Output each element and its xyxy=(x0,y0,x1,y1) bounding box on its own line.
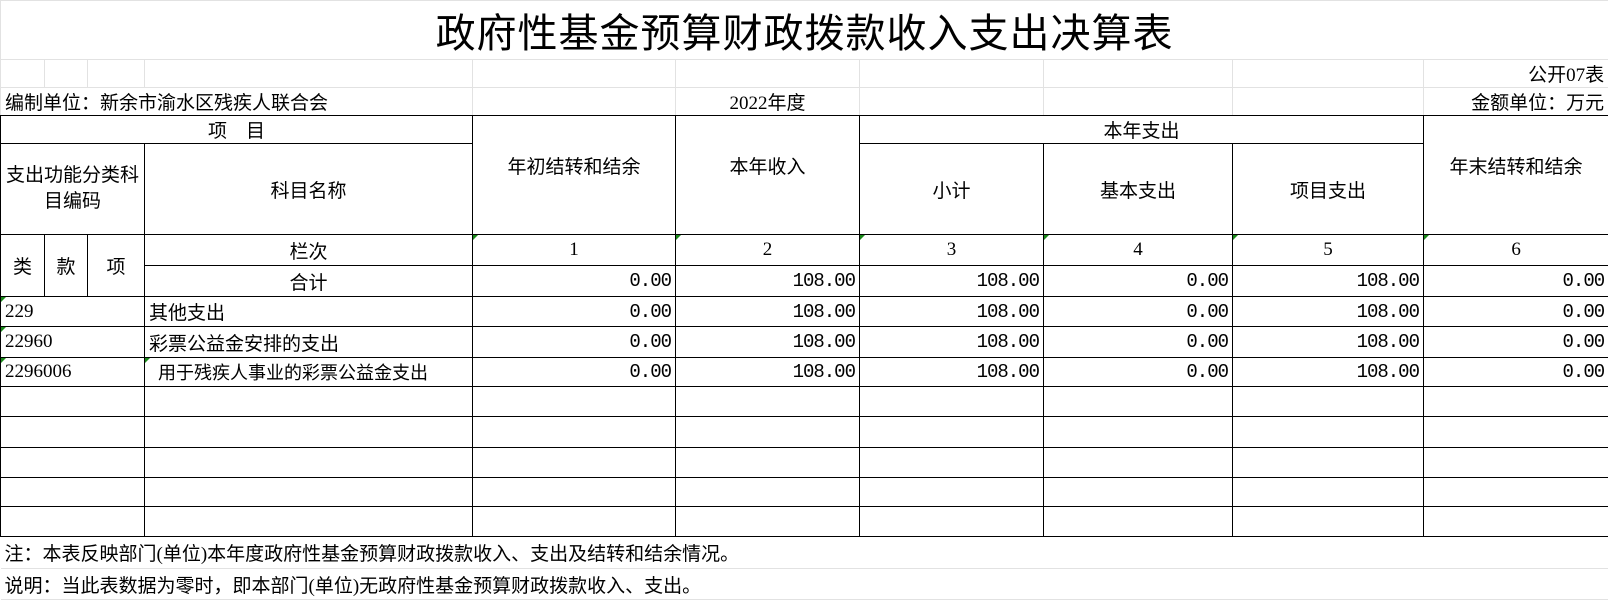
empty-row xyxy=(1,448,1608,478)
cell: 0.00 xyxy=(1424,266,1608,297)
cell: 0.00 xyxy=(473,358,676,387)
cell: 108.00 xyxy=(1233,297,1424,327)
header-opening-balance: 年初结转和结余 xyxy=(473,116,676,235)
cell: 0.00 xyxy=(1044,266,1233,297)
cell: 0.00 xyxy=(1424,327,1608,358)
table-row: 229 其他支出 0.00 108.00 108.00 0.00 108.00 … xyxy=(1,297,1608,327)
header-kuan: 款 xyxy=(45,235,88,297)
header-lei: 类 xyxy=(1,235,45,297)
cell: 0.00 xyxy=(1044,358,1233,387)
empty-row xyxy=(1,507,1608,537)
header-expense-group: 本年支出 xyxy=(860,116,1424,144)
cell: 108.00 xyxy=(1233,266,1424,297)
cell: 108.00 xyxy=(860,266,1044,297)
total-label: 合计 xyxy=(145,266,473,297)
cell: 108.00 xyxy=(860,327,1044,358)
cell: 108.00 xyxy=(676,327,860,358)
cell: 108.00 xyxy=(676,297,860,327)
note-text: 注：本表反映部门(单位)本年度政府性基金预算财政拨款收入、支出及结转和结余情况。 xyxy=(1,537,1608,569)
cell: 0.00 xyxy=(473,297,676,327)
col-num: 6 xyxy=(1424,235,1608,266)
explanation-text: 说明：当此表数据为零时，即本部门(单位)无政府性基金预算财政拨款收入、支出。 xyxy=(1,569,1608,600)
subject-code: 2296006 xyxy=(1,358,145,387)
empty-row xyxy=(1,417,1608,448)
unit-label: 编制单位：新余市渝水区残疾人联合会 xyxy=(1,88,473,116)
col-num: 4 xyxy=(1044,235,1233,266)
subject-name: 用于残疾人事业的彩票公益金支出 xyxy=(145,358,473,387)
header-project: 项 目 xyxy=(1,116,473,144)
header-code: 支出功能分类科目编码 xyxy=(1,144,145,235)
header-project-expense: 项目支出 xyxy=(1233,144,1424,235)
empty-row xyxy=(1,478,1608,507)
cell: 0.00 xyxy=(1044,297,1233,327)
cell: 0.00 xyxy=(1044,327,1233,358)
subject-code: 22960 xyxy=(1,327,145,358)
cell: 108.00 xyxy=(676,266,860,297)
header-subtotal: 小计 xyxy=(860,144,1044,235)
cell: 108.00 xyxy=(860,358,1044,387)
cell: 108.00 xyxy=(676,358,860,387)
cell: 0.00 xyxy=(1424,358,1608,387)
header-xiang: 项 xyxy=(88,235,145,297)
header-income: 本年收入 xyxy=(676,116,860,235)
column-seq-label: 栏次 xyxy=(145,235,473,266)
empty-row xyxy=(1,387,1608,417)
page-title: 政府性基金预算财政拨款收入支出决算表 xyxy=(1,1,1608,60)
col-num: 3 xyxy=(860,235,1044,266)
subject-name: 其他支出 xyxy=(145,297,473,327)
col-num: 1 xyxy=(473,235,676,266)
col-num: 2 xyxy=(676,235,860,266)
subject-code: 229 xyxy=(1,297,145,327)
table-row: 2296006 用于残疾人事业的彩票公益金支出 0.00 108.00 108.… xyxy=(1,358,1608,387)
header-code-text: 支出功能分类科目编码 xyxy=(6,165,139,212)
cell: 0.00 xyxy=(1424,297,1608,327)
header-subject-name: 科目名称 xyxy=(145,144,473,235)
cell: 108.00 xyxy=(860,297,1044,327)
subject-name: 彩票公益金安排的支出 xyxy=(145,327,473,358)
header-basic: 基本支出 xyxy=(1044,144,1233,235)
cell: 108.00 xyxy=(1233,358,1424,387)
amount-unit: 金额单位：万元 xyxy=(1424,88,1608,116)
table-row: 22960 彩票公益金安排的支出 0.00 108.00 108.00 0.00… xyxy=(1,327,1608,358)
cell: 0.00 xyxy=(473,266,676,297)
cell: 0.00 xyxy=(473,327,676,358)
header-closing-balance: 年末结转和结余 xyxy=(1424,116,1608,235)
col-num: 5 xyxy=(1233,235,1424,266)
fiscal-year: 2022年度 xyxy=(676,88,860,116)
cell: 108.00 xyxy=(1233,327,1424,358)
total-row: 合计 0.00 108.00 108.00 0.00 108.00 0.00 xyxy=(1,266,1608,297)
form-number: 公开07表 xyxy=(1424,60,1608,88)
